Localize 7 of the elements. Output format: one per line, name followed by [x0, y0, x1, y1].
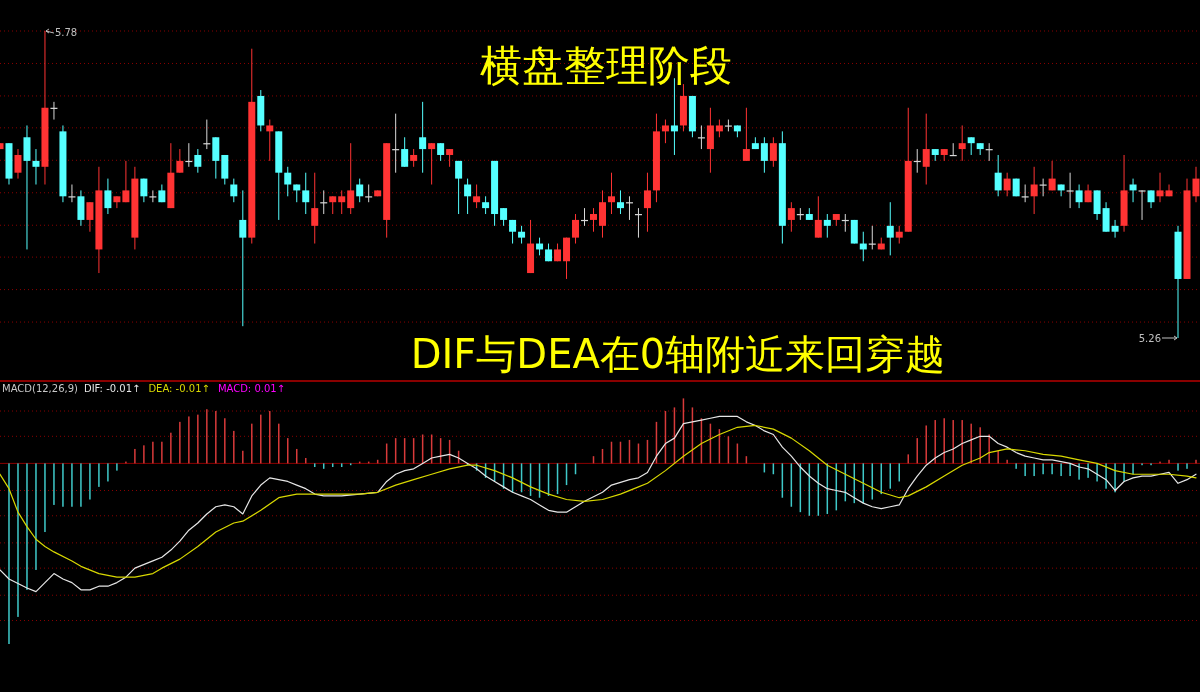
legend: MACD(12,26,9) DIF: -0.01↑ DEA: -0.01↑ MACD: 0.01↑: [2, 383, 286, 394]
annotation: 5.26: [1138, 333, 1178, 344]
annotation: 5.78: [54, 27, 78, 38]
annotation: DIF与DEA在0轴附近来回穿越: [410, 331, 946, 377]
title: 横盘整理阶段: [480, 41, 732, 90]
annotation: 5.78: [45, 27, 78, 38]
annotation: 5.26: [1138, 333, 1162, 344]
